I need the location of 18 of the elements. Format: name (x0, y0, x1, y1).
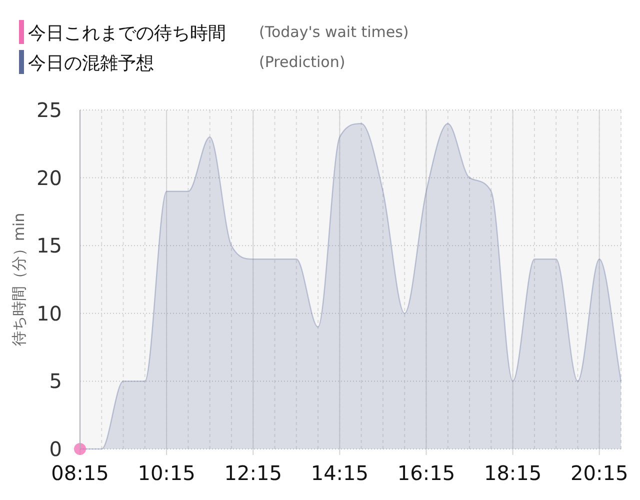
y-tick-label: 10 (36, 301, 62, 326)
x-tick-label: 14:15 (310, 461, 368, 485)
legend-label: 今日の混雑予想 (28, 53, 154, 74)
y-tick-label: 25 (36, 98, 62, 122)
y-axis-title: 待ち時間（分）min (10, 212, 28, 346)
text: (Prediction) (259, 53, 346, 71)
y-tick-label: 20 (36, 166, 62, 190)
x-tick-label: 10:15 (138, 461, 196, 485)
x-tick-label: 20:15 (570, 461, 628, 485)
x-tick-label: 08:15 (51, 461, 109, 485)
y-tick-label: 0 (49, 437, 62, 461)
y-tick-label: 5 (49, 369, 62, 394)
x-tick-label: 18:15 (484, 461, 542, 485)
x-tick-label: 12:15 (224, 461, 282, 485)
x-tick-label: 16:15 (397, 461, 456, 485)
y-tick-label: 15 (36, 234, 62, 258)
legend-label: 今日これまでの待ち時間 (28, 23, 226, 44)
text: (Today's wait times) (259, 23, 409, 41)
